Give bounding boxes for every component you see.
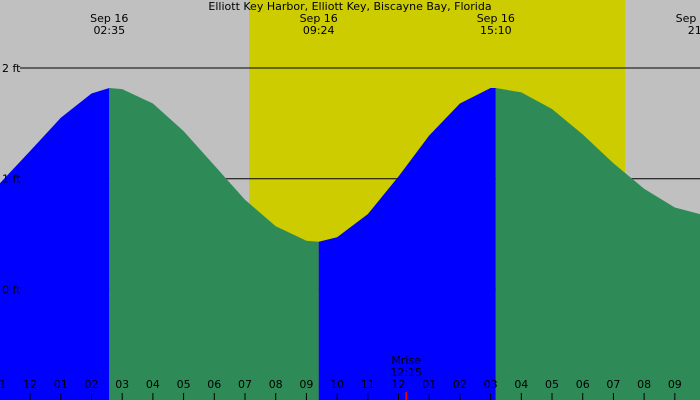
extreme-time: 15:10 xyxy=(480,24,512,37)
extreme-time: 02:35 xyxy=(93,24,125,37)
x-tick-label: 12 xyxy=(392,378,406,391)
x-tick-label: 07 xyxy=(238,378,252,391)
x-tick-label: 06 xyxy=(207,378,221,391)
x-tick-label: 04 xyxy=(514,378,528,391)
x-tick-label: 09 xyxy=(299,378,313,391)
x-tick-label: 08 xyxy=(269,378,283,391)
chart-title: Elliott Key Harbor, Elliott Key, Biscayn… xyxy=(208,0,491,13)
y-tick-label: 2 ft xyxy=(2,62,21,75)
x-tick-label: 03 xyxy=(115,378,129,391)
x-tick-label: 10 xyxy=(330,378,344,391)
x-tick-label: 02 xyxy=(453,378,467,391)
x-tick-label: 05 xyxy=(177,378,191,391)
falling-tide xyxy=(495,88,700,400)
x-tick-label: 06 xyxy=(576,378,590,391)
x-tick-label: 09 xyxy=(668,378,682,391)
x-tick-label: 01 xyxy=(422,378,436,391)
extreme-date: Sep 16 xyxy=(477,12,515,25)
rising-tide xyxy=(318,88,496,400)
x-tick-label: 08 xyxy=(637,378,651,391)
x-tick-label: 04 xyxy=(146,378,160,391)
extreme-date: Sep 16 xyxy=(676,12,700,25)
extreme-date: Sep 16 xyxy=(300,12,338,25)
x-tick-label: 11 xyxy=(0,378,6,391)
x-tick-label: 05 xyxy=(545,378,559,391)
y-tick-label: 0 ft xyxy=(2,283,21,296)
x-tick-label: 01 xyxy=(54,378,68,391)
moonrise-time: 12:15 xyxy=(390,366,422,379)
falling-tide xyxy=(109,88,319,400)
x-tick-label: 12 xyxy=(23,378,37,391)
moonrise-label: Mrise xyxy=(391,354,421,367)
x-tick-label: 11 xyxy=(361,378,375,391)
extreme-time: 09:24 xyxy=(303,24,335,37)
y-tick-label: 1 ft xyxy=(2,173,21,186)
rising-tide xyxy=(0,88,110,400)
x-tick-label: 07 xyxy=(606,378,620,391)
x-tick-label: 03 xyxy=(484,378,498,391)
extreme-time: 21 xyxy=(688,24,700,37)
extreme-date: Sep 16 xyxy=(90,12,128,25)
x-tick-label: 02 xyxy=(84,378,98,391)
